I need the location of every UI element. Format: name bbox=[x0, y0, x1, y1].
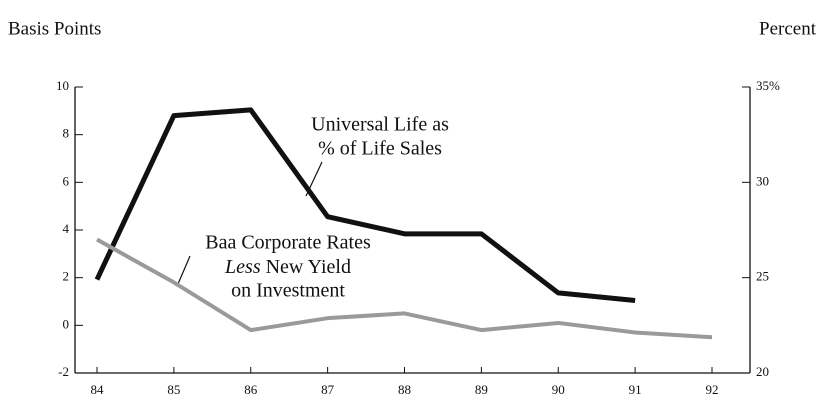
series-line bbox=[94, 107, 636, 304]
x-tick-label: 87 bbox=[321, 382, 335, 397]
annotation: Universal Life as bbox=[311, 114, 449, 136]
x-tick-label: 88 bbox=[398, 382, 411, 397]
y-tick-label: 10 bbox=[56, 78, 69, 93]
y-tick-label: 0 bbox=[63, 316, 70, 331]
x-tick-label: 84 bbox=[91, 382, 105, 397]
x-tick-label: 85 bbox=[167, 382, 180, 397]
annotation-part: New Yield bbox=[266, 256, 351, 278]
y-tick-label: 6 bbox=[63, 173, 70, 188]
x-tick-label: 91 bbox=[629, 382, 642, 397]
y2-tick-label: 35% bbox=[756, 78, 780, 93]
annotation-italic: Less bbox=[224, 256, 261, 278]
y2-axis-label: Percent bbox=[759, 18, 817, 39]
annotation: Less New Yield bbox=[224, 256, 351, 278]
annotation: on Investment bbox=[231, 280, 345, 302]
y-tick-label: 8 bbox=[63, 126, 70, 141]
x-tick-label: 89 bbox=[475, 382, 488, 397]
y-axis-label: Basis Points bbox=[8, 18, 101, 39]
y-tick-label: -2 bbox=[58, 364, 69, 379]
annotation: % of Life Sales bbox=[318, 138, 442, 160]
series-line bbox=[96, 237, 713, 340]
x-tick-label: 86 bbox=[244, 382, 258, 397]
y2-tick-label: 30 bbox=[756, 173, 769, 188]
y2-tick-label: 20 bbox=[756, 364, 769, 379]
x-tick-label: 90 bbox=[552, 382, 565, 397]
annotation: Baa Corporate Rates bbox=[205, 232, 371, 254]
y-tick-label: 2 bbox=[63, 269, 70, 284]
y2-tick-label: 25 bbox=[756, 269, 769, 284]
y-tick-label: 4 bbox=[63, 221, 70, 236]
x-tick-label: 92 bbox=[706, 382, 719, 397]
leader-line bbox=[177, 255, 191, 285]
